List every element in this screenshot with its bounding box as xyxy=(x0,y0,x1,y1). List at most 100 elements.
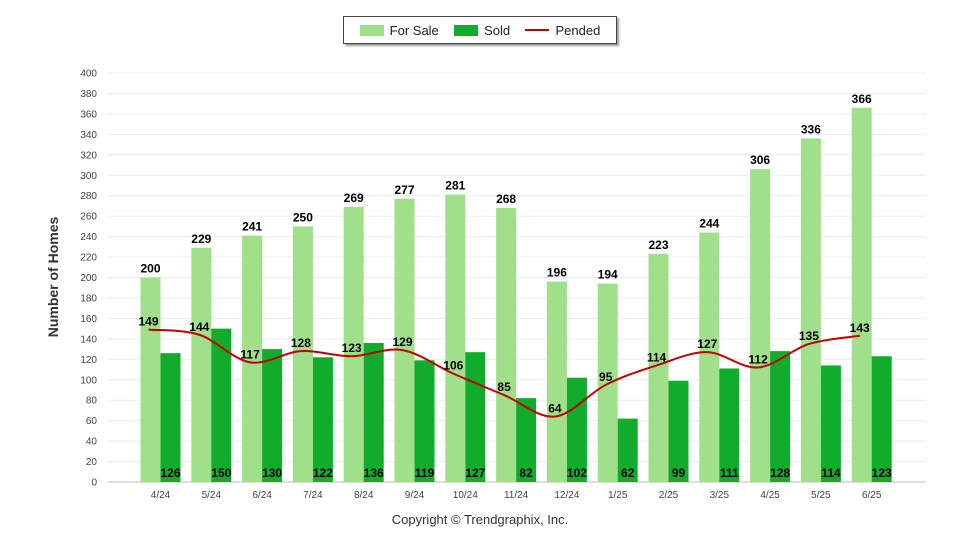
x-tick-label: 9/24 xyxy=(405,490,425,501)
data-label-pended: 149 xyxy=(138,315,158,329)
x-tick-label: 5/24 xyxy=(202,490,222,501)
y-tick-label: 80 xyxy=(86,396,98,407)
data-label-sold: 122 xyxy=(313,466,333,480)
data-label-for-sale: 336 xyxy=(801,122,821,136)
bar-sold xyxy=(516,398,537,482)
bar-sold xyxy=(566,377,587,482)
bar-sold xyxy=(871,356,892,482)
label-layer: 0 20 40 60 80 100 120 140 160 180 200 220 240 260 280 3… xyxy=(80,69,892,502)
data-label-sold: 126 xyxy=(160,466,180,480)
data-label-for-sale: 268 xyxy=(496,192,516,206)
y-tick-label: 360 xyxy=(80,109,97,120)
data-label-pended: 129 xyxy=(392,335,412,349)
data-label-for-sale: 200 xyxy=(140,262,160,276)
data-label-for-sale: 281 xyxy=(445,179,465,193)
x-tick-label: 2/25 xyxy=(659,490,679,501)
data-label-pended: 144 xyxy=(189,320,209,334)
bar-sold xyxy=(820,365,841,482)
data-label-sold: 99 xyxy=(672,466,686,480)
x-tick-label: 12/24 xyxy=(554,490,579,501)
bar-for-sale xyxy=(496,207,517,482)
x-tick-label: 8/24 xyxy=(354,490,374,501)
y-tick-label: 340 xyxy=(80,130,97,141)
x-tick-label: 6/24 xyxy=(252,490,272,501)
bar-for-sale xyxy=(191,247,212,482)
data-label-for-sale: 306 xyxy=(750,153,770,167)
legend-label-pended: Pended xyxy=(555,22,601,38)
y-tick-label: 140 xyxy=(80,334,97,345)
x-tick-label: 6/25 xyxy=(862,490,882,501)
legend-swatch-sold xyxy=(454,24,479,36)
bar-sold xyxy=(262,349,283,482)
chart-legend: For Sale Sold Pended xyxy=(343,16,617,44)
data-label-pended: 106 xyxy=(443,359,463,373)
bar-for-sale xyxy=(851,107,872,482)
data-label-pended: 143 xyxy=(850,321,870,335)
y-tick-label: 220 xyxy=(80,253,97,264)
bar-sold xyxy=(719,368,740,482)
x-tick-label: 7/24 xyxy=(303,490,323,501)
data-label-sold: 114 xyxy=(821,466,841,480)
line-layer xyxy=(148,328,860,418)
data-label-for-sale: 194 xyxy=(598,268,618,282)
bar-layer xyxy=(140,107,892,483)
bar-for-sale xyxy=(648,253,669,482)
bar-sold xyxy=(363,342,384,482)
data-label-for-sale: 196 xyxy=(547,266,567,280)
data-label-sold: 128 xyxy=(770,466,790,480)
data-label-for-sale: 223 xyxy=(648,238,668,252)
bar-sold xyxy=(160,353,181,482)
data-label-sold: 62 xyxy=(621,466,635,480)
y-tick-label: 100 xyxy=(80,375,97,386)
data-label-sold: 136 xyxy=(364,466,384,480)
bar-sold xyxy=(668,380,689,482)
y-tick-label: 260 xyxy=(80,212,97,223)
y-tick-label: 60 xyxy=(86,416,98,427)
data-label-pended: 128 xyxy=(291,336,311,350)
y-tick-label: 240 xyxy=(80,232,97,243)
data-label-for-sale: 277 xyxy=(394,183,414,197)
data-label-sold: 123 xyxy=(872,466,892,480)
bar-sold xyxy=(312,357,333,482)
y-tick-label: 320 xyxy=(80,150,97,161)
x-tick-label: 1/25 xyxy=(608,490,628,501)
data-label-for-sale: 269 xyxy=(344,191,364,205)
y-tick-label: 200 xyxy=(80,273,97,284)
y-tick-label: 120 xyxy=(80,355,97,366)
bar-for-sale xyxy=(445,194,466,483)
bar-sold xyxy=(414,360,435,482)
copyright-text: Copyright © Trendgraphix, Inc. xyxy=(391,512,569,527)
data-label-sold: 102 xyxy=(567,466,587,480)
x-tick-label: 4/24 xyxy=(151,490,171,501)
line-pended xyxy=(148,328,860,418)
data-label-sold: 150 xyxy=(211,466,231,480)
y-tick-label: 0 xyxy=(91,478,97,489)
y-tick-label: 160 xyxy=(80,314,97,325)
legend-swatch-pended xyxy=(525,29,550,31)
bar-for-sale xyxy=(140,277,161,482)
x-tick-label: 10/24 xyxy=(453,490,478,501)
data-label-pended: 64 xyxy=(548,402,562,416)
data-label-sold: 130 xyxy=(262,466,282,480)
data-label-for-sale: 366 xyxy=(852,92,872,106)
bar-for-sale xyxy=(546,281,567,482)
y-tick-label: 400 xyxy=(80,69,97,80)
bar-for-sale xyxy=(292,226,313,482)
bar-for-sale xyxy=(242,235,263,482)
y-tick-label: 380 xyxy=(80,89,97,100)
data-label-for-sale: 250 xyxy=(293,210,313,224)
x-tick-label: 5/25 xyxy=(811,490,831,501)
y-tick-label: 300 xyxy=(80,171,97,182)
data-label-sold: 82 xyxy=(519,466,533,480)
data-label-pended: 117 xyxy=(240,347,260,361)
legend-label-for-sale: For Sale xyxy=(389,22,439,38)
data-label-pended: 123 xyxy=(342,341,362,355)
y-tick-label: 40 xyxy=(86,437,98,448)
data-label-for-sale: 229 xyxy=(191,232,211,246)
bar-for-sale xyxy=(750,169,771,483)
bar-sold xyxy=(211,328,232,482)
bar-for-sale xyxy=(800,138,821,482)
bar-sold xyxy=(465,352,486,482)
data-label-sold: 119 xyxy=(415,466,435,480)
y-tick-label: 180 xyxy=(80,293,97,304)
